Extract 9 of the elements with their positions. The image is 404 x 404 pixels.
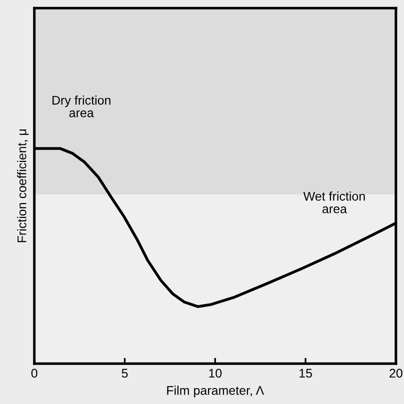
text: Dry friction area xyxy=(52,96,110,118)
x-tick-label: 0 xyxy=(31,368,38,378)
x-tick-label: 15 xyxy=(300,368,312,378)
x-tick-label: 5 xyxy=(122,368,128,378)
x-tick-label: 20 xyxy=(390,368,402,378)
x-axis-title: Film parameter, Λ xyxy=(167,386,264,398)
annotation: Wet friction area xyxy=(303,192,365,214)
x-tick-label: 10 xyxy=(209,368,222,378)
y-axis-title: Friction coefficient, μ xyxy=(17,129,29,242)
